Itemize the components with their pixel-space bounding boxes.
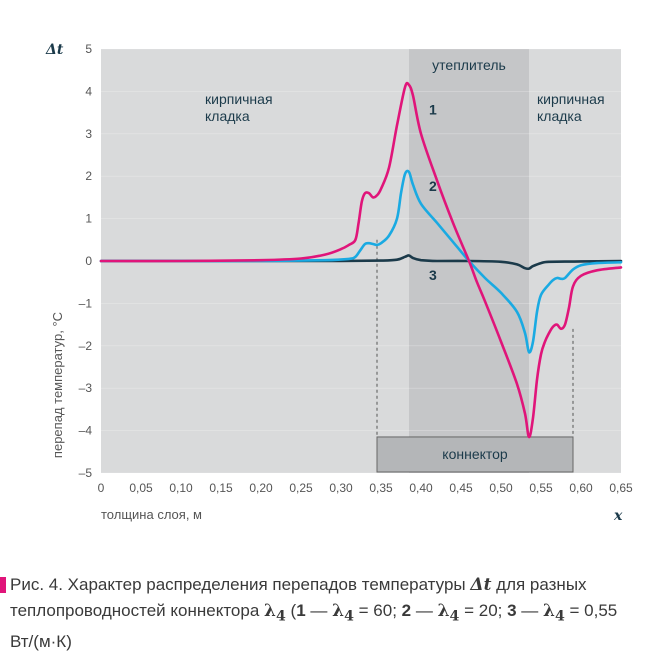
x-tick-label: 0,50 [489, 481, 513, 495]
series-2-label: 2 [429, 178, 437, 194]
x-tick-label: 0,15 [209, 481, 233, 495]
y-axis-label: перепад температур, °С [50, 312, 65, 458]
caption-item-2-eq: = 20; [459, 601, 508, 620]
x-tick-label: 0,40 [409, 481, 433, 495]
region-label-1-line2: кладка [205, 108, 250, 124]
caption-item-1-eq: = 60; [353, 601, 402, 620]
caption-item-2-lambda: λ [437, 601, 450, 621]
guide-lines [376, 239, 574, 435]
y-tick-label: –5 [79, 466, 93, 480]
connector-bar: коннектор [376, 436, 574, 473]
caption-marker [0, 577, 6, 593]
caption-item-2-num: 2 [401, 601, 412, 620]
series-2-line [99, 169, 623, 354]
x-tick-labels: 0 0,05 0,10 0,15 0,20 0,25 0,30 0,35 0,40 0,45 0,5… [98, 481, 633, 495]
caption-item-3-dash: — [516, 601, 544, 620]
caption-item-2-sub: 4 [449, 608, 460, 625]
caption-item-3-num: 3 [507, 601, 517, 620]
series-lines [99, 81, 623, 439]
y-tick-label: 1 [85, 212, 92, 226]
series-1-label: 1 [429, 102, 437, 118]
chart: коннектор 123кирпичнаякладкаутеплительки… [45, 42, 633, 524]
grid [101, 48, 621, 474]
series-3-line [99, 254, 623, 271]
y-tick-label: 3 [85, 127, 92, 141]
x-tick-label: 0,30 [329, 481, 353, 495]
y-axis-symbol: Δt [45, 42, 64, 58]
y-tick-label: –1 [79, 296, 93, 310]
x-tick-label: 0 [98, 481, 105, 495]
y-tick-label: 2 [85, 169, 92, 183]
caption-middle: для разных теплопроводностей коннектора [10, 575, 587, 620]
caption-item-1-sub: 4 [344, 608, 354, 625]
caption-item-2-dash: — [411, 601, 438, 620]
series-1-line [99, 81, 623, 439]
x-tick-label: 0,10 [169, 481, 193, 495]
x-tick-label: 0,20 [249, 481, 273, 495]
x-axis-symbol: x [613, 508, 623, 524]
region-label-3-line1: кирпичная [537, 91, 605, 107]
caption-open-paren: ( [290, 601, 297, 620]
y-tick-label: –3 [79, 381, 93, 395]
series-3-label: 3 [429, 267, 437, 283]
x-tick-label: 0,35 [369, 481, 393, 495]
connector-box [376, 436, 574, 473]
caption-lambda-sub: 4 [275, 608, 286, 625]
caption-item-1-lambda: λ [332, 601, 345, 621]
x-tick-label: 0,45 [449, 481, 473, 495]
caption-symbol: Δt [470, 575, 492, 595]
region-label-1-line1: кирпичная [205, 91, 273, 107]
caption-item-3-lambda: λ [543, 601, 555, 621]
figure-caption: Рис. 4. Характер распределения перепадов… [0, 572, 668, 662]
caption-lambda: λ [264, 601, 276, 621]
chart-labels: 123кирпичнаякладкаутеплителькирпичнаякла… [45, 42, 623, 524]
y-tick-label: –2 [79, 339, 93, 353]
x-tick-label: 0,65 [609, 481, 633, 495]
y-tick-label: 0 [85, 254, 92, 268]
y-tick-label: –4 [79, 424, 93, 438]
y-tick-label: 4 [85, 84, 92, 98]
caption-item-3-sub: 4 [554, 608, 565, 625]
x-tick-label: 0,60 [569, 481, 593, 495]
x-tick-label: 0,05 [129, 481, 153, 495]
caption-units: Вт/(м·К) [10, 632, 72, 652]
caption-item-3-eq: = 0,55 [564, 601, 618, 620]
region-label-3-line2: кладка [537, 108, 582, 124]
region-label-2-line1: утеплитель [432, 57, 506, 73]
x-tick-label: 0,55 [529, 481, 553, 495]
y-tick-labels: 5 4 3 2 1 0 –1 –2 –3 –4 –5 [79, 42, 93, 480]
y-tick-label: 5 [85, 42, 92, 56]
x-tick-label: 0,25 [289, 481, 313, 495]
caption-prefix: Рис. 4. Характер распределения перепадов… [10, 575, 466, 594]
x-axis-label: толщина слоя, м [101, 507, 202, 522]
connector-label: коннектор [442, 446, 508, 462]
caption-item-1-dash: — [305, 601, 333, 620]
caption-item-1-num: 1 [296, 601, 306, 620]
